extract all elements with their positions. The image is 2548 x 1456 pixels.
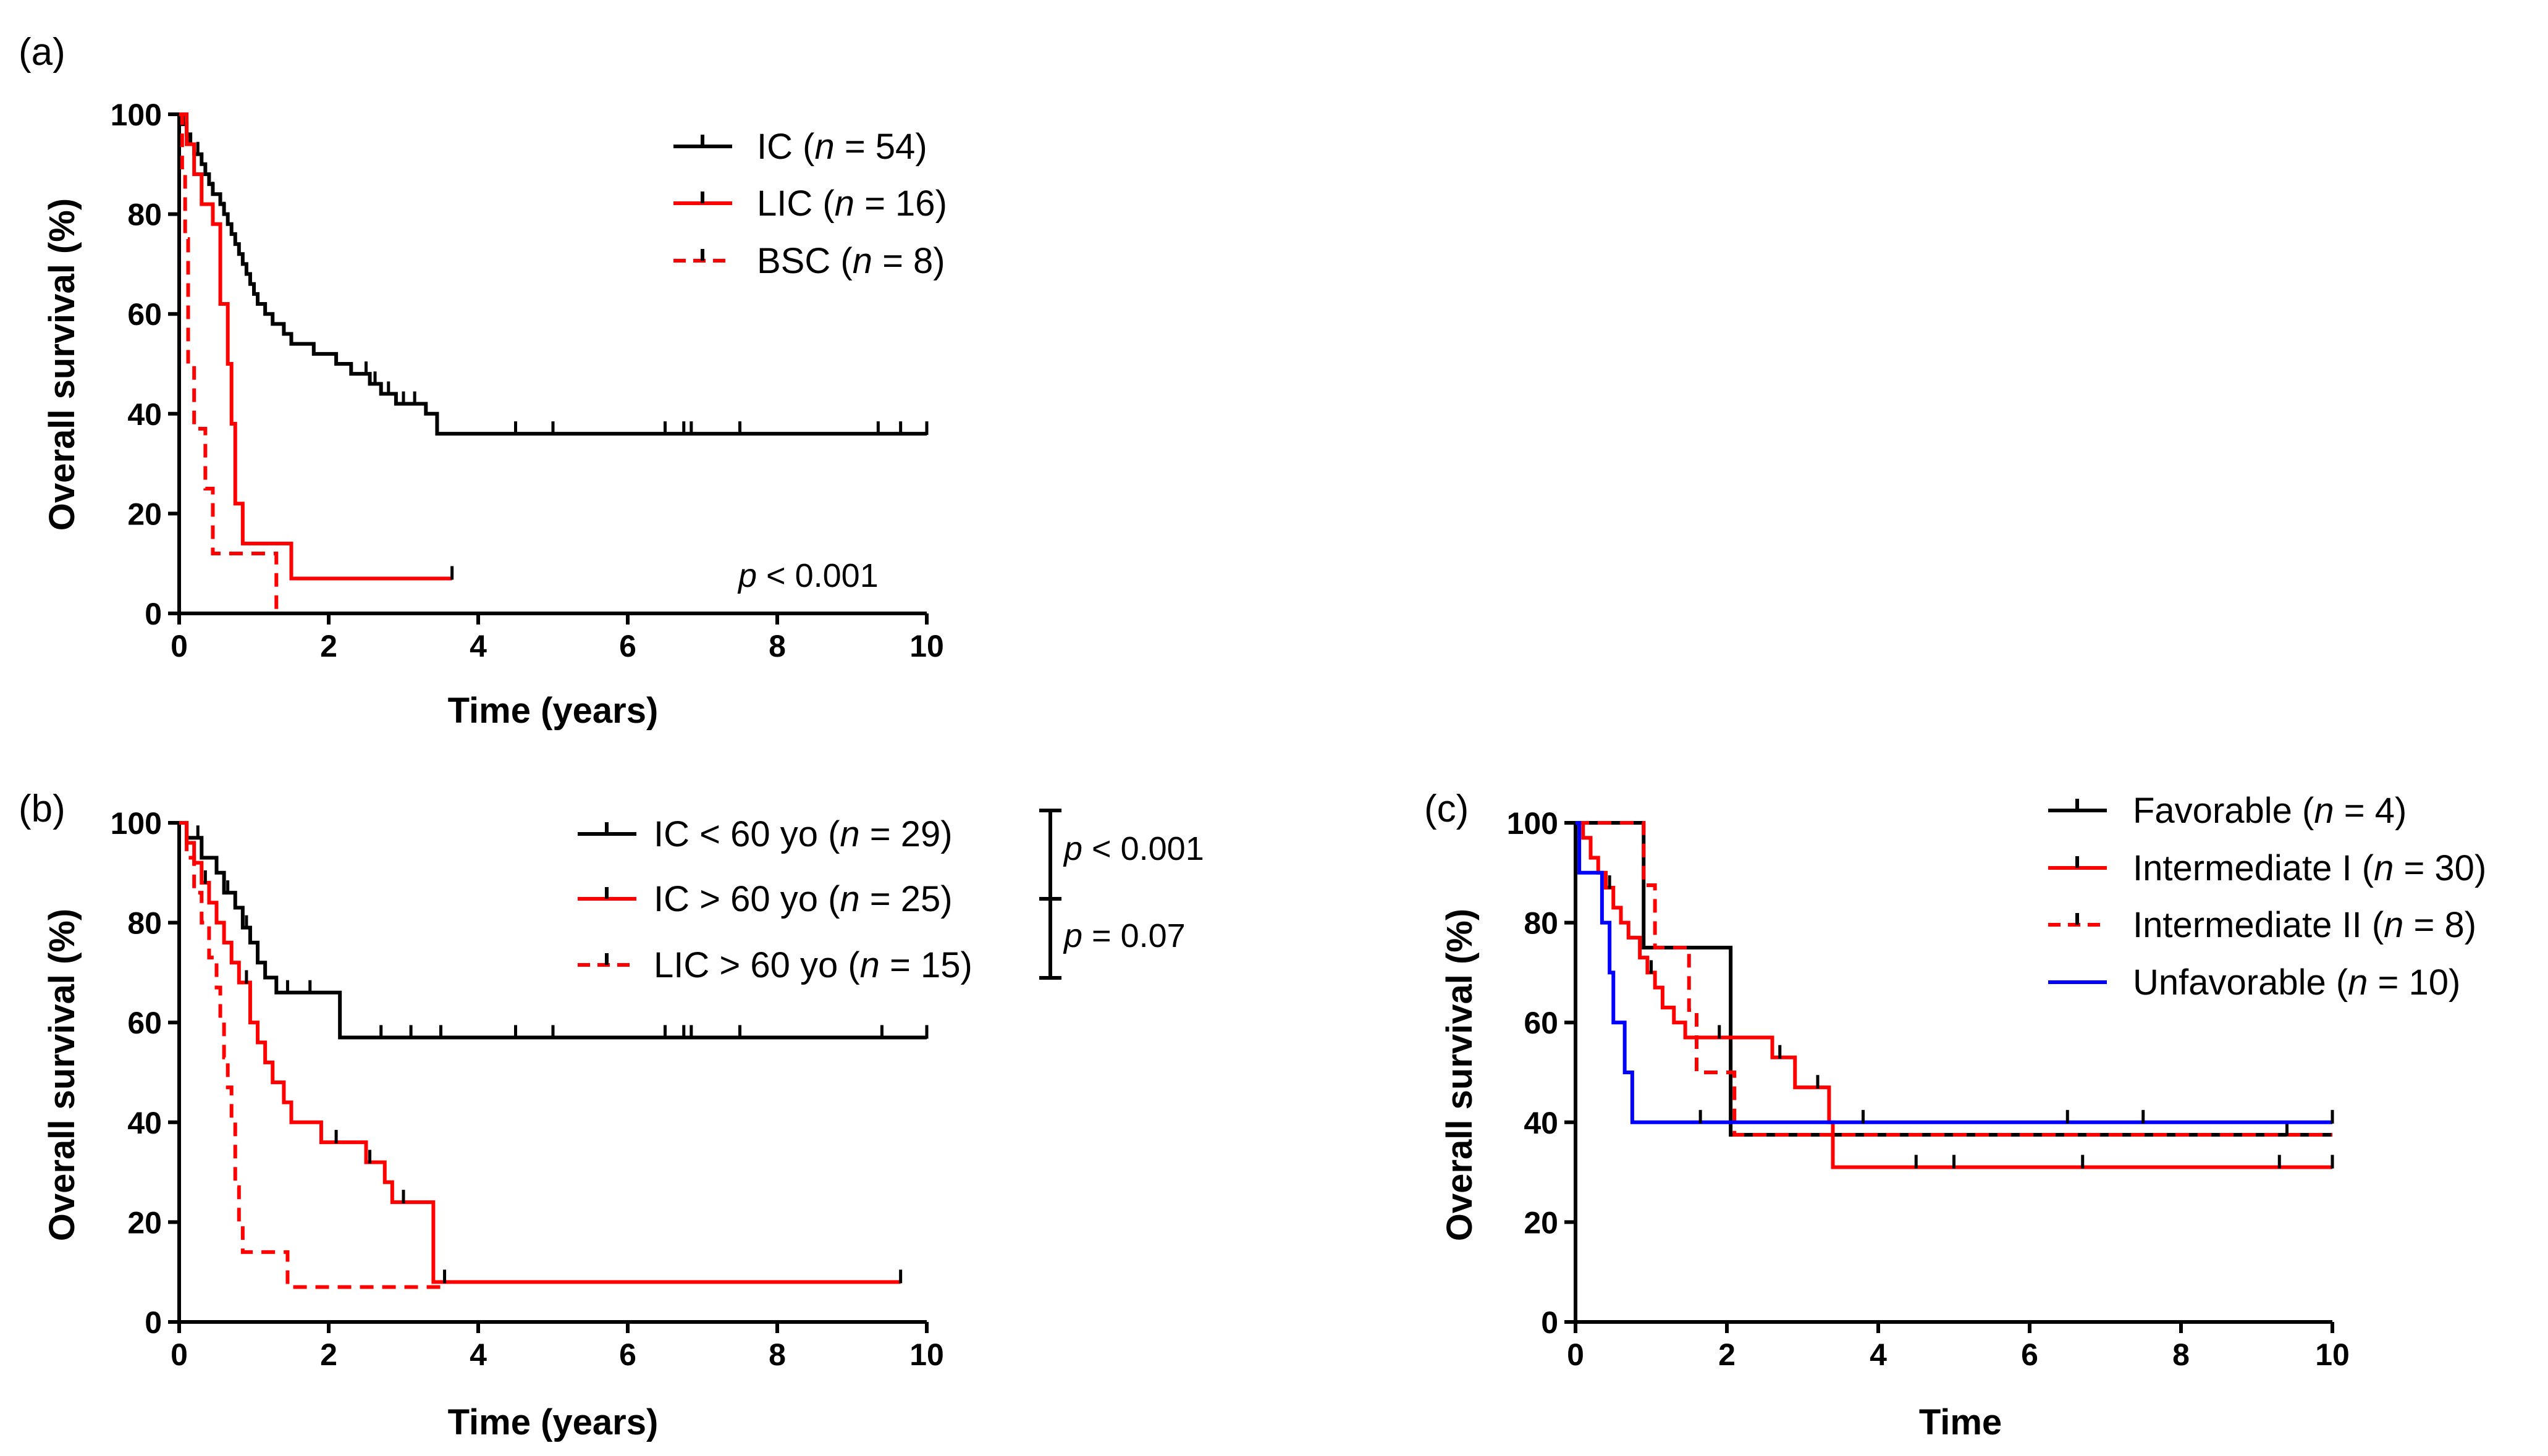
x-tick-label: 8 — [2172, 1337, 2190, 1372]
panel-c-legend-unfavorable-label: Unfavorable (n = 10) — [2133, 962, 2460, 1003]
panel-b-legend: IC < 60 yo (n = 29) IC > 60 yo (n = 25) … — [578, 814, 972, 985]
panel-a-series-0-line — [179, 112, 927, 436]
panel-c-legend-unfavorable: Unfavorable (n = 10) — [2048, 962, 2460, 1003]
panel-c-label: (c) — [1424, 788, 1469, 830]
panel-b-label: (b) — [19, 788, 65, 830]
panel-b-series-0-line — [179, 821, 927, 1040]
x-tick-label: 10 — [2315, 1337, 2350, 1372]
panel-b-legend-lic-over-60: LIC > 60 yo (n = 15) — [578, 945, 972, 985]
x-tick-label: 2 — [320, 1337, 337, 1372]
panel-b-y-axis-title: Overall survival (%) — [42, 909, 82, 1241]
panel-c-marks — [1576, 821, 2334, 1169]
x-tick-label: 8 — [769, 629, 786, 663]
y-tick-label: 40 — [1524, 1106, 1558, 1140]
y-tick-label: 60 — [1524, 1006, 1558, 1040]
panel-b-p-value-2: p = 0.07 — [1063, 917, 1186, 954]
x-tick-label: 4 — [470, 629, 487, 663]
panel-c-series-1-line — [1576, 821, 2332, 1169]
panel-b-legend-ic-over-60-label: IC > 60 yo (n = 25) — [654, 879, 953, 919]
panel-c-legend-favorable-label: Favorable (n = 4) — [2133, 791, 2407, 831]
panel-c-legend-intermediate-ii: Intermediate II (n = 8) — [2048, 905, 2476, 945]
panel-c-series-2-line — [1576, 821, 2332, 1137]
y-tick-label: 0 — [1541, 1305, 1558, 1340]
x-tick-label: 10 — [909, 1337, 944, 1372]
x-tick-label: 6 — [619, 1337, 636, 1372]
panel-b-marks — [179, 821, 929, 1289]
panel-a-x-axis-title: Time (years) — [448, 691, 659, 731]
x-tick-label: 6 — [2021, 1337, 2038, 1372]
panel-a-y-axis-title: Overall survival (%) — [42, 198, 82, 531]
y-tick-label: 20 — [127, 1205, 162, 1240]
y-tick-label: 20 — [127, 497, 162, 531]
panel-c-legend-favorable: Favorable (n = 4) — [2048, 791, 2407, 831]
panel-b-legend-ic-under-60-label: IC < 60 yo (n = 29) — [654, 814, 953, 854]
x-tick-label: 0 — [171, 629, 188, 663]
x-tick-label: 6 — [619, 629, 636, 663]
panel-b-legend-ic-under-60: IC < 60 yo (n = 29) — [578, 814, 953, 854]
panel-b-legend-lic-over-60-label: LIC > 60 yo (n = 15) — [654, 945, 972, 985]
panel-c-legend-intermediate-i: Intermediate I (n = 30) — [2048, 848, 2486, 888]
y-tick-label: 0 — [145, 597, 162, 631]
y-tick-label: 60 — [127, 297, 162, 332]
panel-c-y-axis-title: Overall survival (%) — [1440, 909, 1480, 1241]
y-tick-label: 80 — [127, 198, 162, 232]
panel-c-legend: Favorable (n = 4) Intermediate I (n = 30… — [2048, 791, 2486, 1003]
panel-a-legend-lic: LIC (n = 16) — [673, 183, 947, 224]
y-tick-label: 80 — [127, 906, 162, 941]
panel-a-legend-ic-label: IC (n = 54) — [757, 127, 927, 167]
y-tick-label: 100 — [111, 806, 162, 841]
x-tick-label: 4 — [470, 1337, 487, 1372]
panel-a-legend-bsc-label: BSC (n = 8) — [757, 241, 945, 281]
y-tick-label: 100 — [111, 98, 162, 132]
y-tick-label: 40 — [127, 1106, 162, 1140]
y-tick-label: 80 — [1524, 906, 1558, 941]
panel-b-comparison-brackets: p < 0.001 p = 0.07 — [1039, 809, 1204, 980]
y-tick-label: 100 — [1507, 806, 1558, 841]
panel-a-legend-bsc: BSC (n = 8) — [673, 241, 945, 281]
panel-b-legend-ic-over-60: IC > 60 yo (n = 25) — [578, 879, 953, 919]
panel-a-legend-ic: IC (n = 54) — [673, 127, 927, 167]
y-tick-label: 40 — [127, 397, 162, 432]
panel-a-legend-lic-label: LIC (n = 16) — [757, 183, 947, 224]
panel-a-p-value: p < 0.001 — [737, 557, 879, 594]
panel-b-p-value-1: p < 0.001 — [1063, 830, 1204, 867]
panel-a-series-2-line — [179, 112, 279, 613]
panel-a-legend: IC (n = 54) LIC (n = 16) BSC (n = 8) — [673, 127, 947, 281]
panel-b-series-2-line — [179, 821, 441, 1289]
x-tick-label: 4 — [1870, 1337, 1887, 1372]
x-tick-label: 2 — [1718, 1337, 1736, 1372]
panel-a-marks — [179, 112, 929, 613]
x-tick-label: 2 — [320, 629, 337, 663]
panel-c-series-3-line — [1576, 821, 2332, 1124]
panel-b-x-axis-title: Time (years) — [448, 1402, 659, 1442]
panel-a-series-1-line — [179, 112, 452, 581]
x-tick-label: 0 — [1567, 1337, 1584, 1372]
panel-c-legend-intermediate-i-label: Intermediate I (n = 30) — [2133, 848, 2486, 888]
panel-a-label: (a) — [19, 31, 65, 74]
x-tick-label: 0 — [171, 1337, 188, 1372]
y-tick-label: 60 — [127, 1006, 162, 1040]
y-tick-label: 0 — [145, 1305, 162, 1340]
panel-c-x-axis-title: Time — [1919, 1402, 2002, 1442]
panel-c-legend-intermediate-ii-label: Intermediate II (n = 8) — [2133, 905, 2476, 945]
x-tick-label: 10 — [909, 629, 944, 663]
y-tick-label: 20 — [1524, 1205, 1558, 1240]
x-tick-label: 8 — [769, 1337, 786, 1372]
